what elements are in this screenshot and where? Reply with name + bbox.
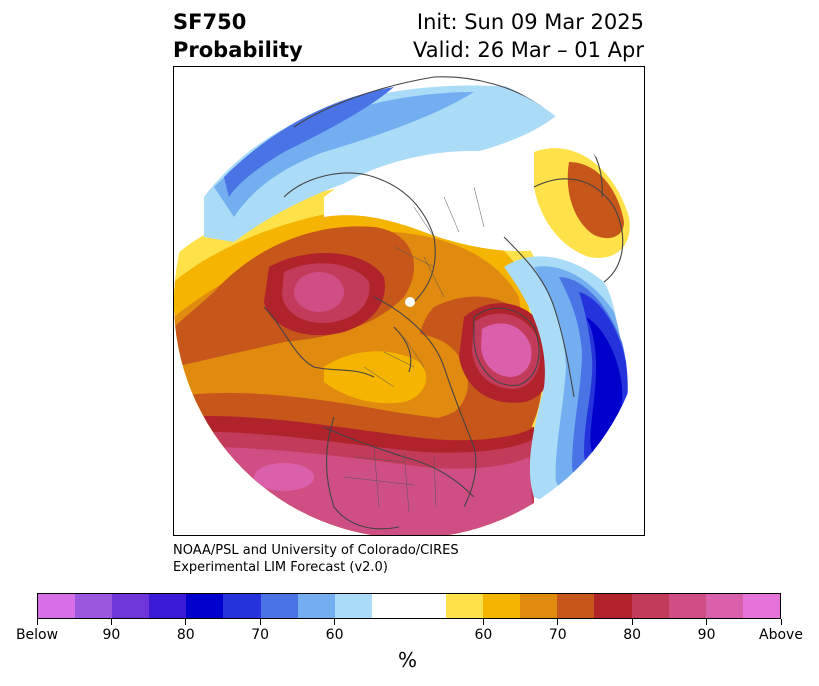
map-panel [173,66,645,536]
below-70-north [224,87,394,197]
colorbar-segment [483,594,521,618]
colorbar-segment [334,594,372,618]
colorbar-segment [408,594,447,618]
colorbar-tick-label: 80 [623,627,642,643]
colorbar-segment [520,594,558,618]
colorbar-segment [38,594,76,618]
colorbar-tick [482,619,484,625]
colorbar-segment [631,594,669,618]
colorbar-tick [110,619,112,625]
colorbar [37,593,781,619]
colorbar-tick-label: 90 [102,627,121,643]
colorbar-segment [557,594,595,618]
valid-date-label: Valid: 26 Mar – 01 Apr [413,38,644,62]
colorbar-segment [297,594,335,618]
map-disc [174,67,644,535]
title-right: Init: Sun 09 Mar 2025 Valid: 26 Mar – 01… [413,8,644,64]
colorbar-tick-label: 80 [176,627,195,643]
colorbar-tick-label: 60 [325,627,344,643]
colorbar-unit: % [398,648,418,672]
colorbar-segment [223,594,261,618]
colorbar-tick-label: 70 [548,627,567,643]
colorbar-segment [75,594,113,618]
variable-label: SF750 [173,10,247,34]
colorbar-tick-label: Above [759,627,803,643]
colorbar-tick [631,619,633,625]
below-60-north [214,92,474,217]
colorbar-tick-label: 90 [697,627,716,643]
coastlines [263,76,624,530]
colorbar-segment [149,594,187,618]
above-60-center [324,351,427,404]
colorbar-segment [742,594,780,618]
credit-text: NOAA/PSL and University of Colorado/CIRE… [173,542,459,576]
colorbar-segment [260,594,298,618]
product-label: Probability [173,38,303,62]
pole-marker [405,297,415,307]
probability-map [174,67,644,535]
colorbar-segment [371,594,409,618]
credit-line2: Experimental LIM Forecast (v2.0) [173,560,388,575]
colorbar-tick-label: 60 [474,627,493,643]
colorbar-tick [706,619,708,625]
colorbar-tick-label: 70 [251,627,270,643]
title-left: SF750 Probability [173,8,303,64]
above-90-greenland [481,323,532,377]
colorbar-segment [668,594,706,618]
init-date-label: Init: Sun 09 Mar 2025 [416,10,644,34]
borders [343,186,485,513]
above-90-europe [294,272,344,312]
colorbar-segment [186,594,224,618]
colorbar-segment [446,594,484,618]
colorbar-tick [259,619,261,625]
colorbar-tick [185,619,187,625]
colorbar-segment [112,594,150,618]
credit-line1: NOAA/PSL and University of Colorado/CIRE… [173,543,459,558]
colorbar-tick-label: Below [15,627,59,643]
colorbar-tick [36,619,38,625]
colorbar-segment [594,594,632,618]
colorbar-tick [334,619,336,625]
above-max-lowleft [254,463,314,491]
colorbar-segment [705,594,743,618]
colorbar-tick [780,619,782,625]
colorbar-tick [557,619,559,625]
